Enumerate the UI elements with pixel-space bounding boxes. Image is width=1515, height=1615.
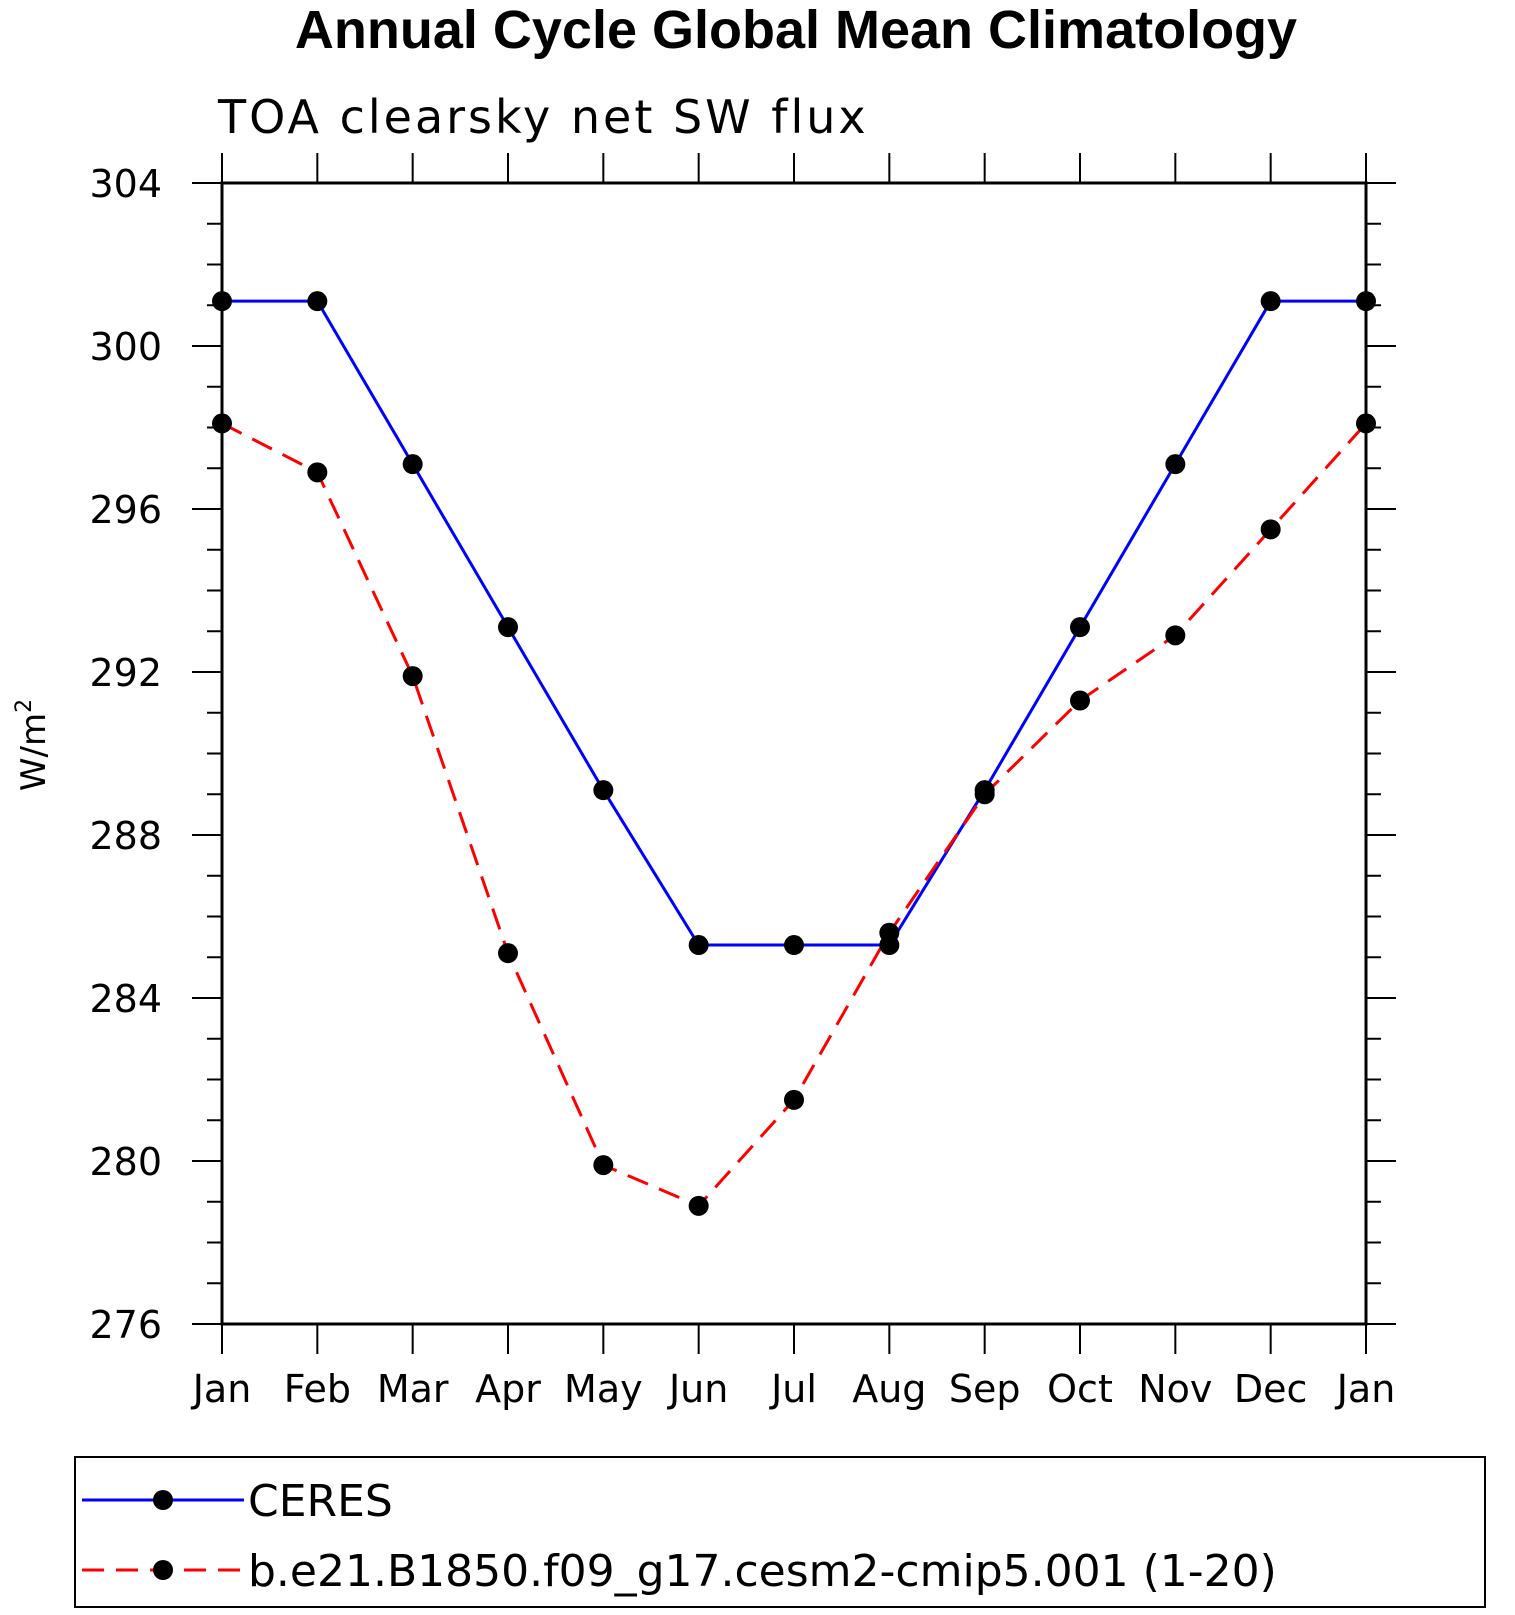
data-point-series-0 — [593, 780, 614, 801]
x-tick-label: Jan — [1335, 1367, 1396, 1411]
legend: CERES b.e21.B1850.f09_g17.cesm2-cmip5.001… — [82, 1476, 1277, 1597]
data-point-series-1 — [593, 1155, 614, 1176]
y-tick-label: 300 — [89, 325, 162, 369]
data-point-series-0 — [498, 617, 518, 638]
y-tick-label: 296 — [89, 488, 162, 532]
x-tick-label: Mar — [377, 1367, 449, 1411]
data-point-series-0 — [1260, 291, 1281, 312]
series-line-1 — [221, 422, 1368, 1208]
legend-box — [74, 1456, 1486, 1608]
data-point-series-1 — [1260, 519, 1281, 540]
x-tick-label: Nov — [1138, 1367, 1212, 1411]
data-point-series-0 — [784, 935, 804, 956]
legend-label-1: b.e21.B1850.f09_g17.cesm2-cmip5.001 (1-2… — [248, 1546, 1277, 1597]
data-point-series-1 — [307, 462, 328, 483]
data-point-series-1 — [1165, 625, 1186, 646]
data-point-series-0 — [1070, 617, 1090, 638]
x-tick-label: Oct — [1047, 1367, 1113, 1411]
data-point-series-1 — [879, 922, 900, 943]
data-point-series-0 — [1165, 454, 1186, 475]
data-point-series-1 — [498, 943, 518, 964]
x-tick-label: Jun — [667, 1367, 728, 1411]
x-tick-label: Sep — [949, 1367, 1021, 1411]
x-tick-label: Apr — [475, 1367, 541, 1411]
y-tick-label: 276 — [89, 1303, 162, 1347]
data-point-series-1 — [212, 413, 232, 434]
y-tick-label: 292 — [89, 651, 162, 695]
data-point-series-0 — [402, 454, 423, 475]
chart-subtitle: TOA clearsky net SW flux — [217, 90, 869, 144]
data-point-series-0 — [688, 935, 709, 956]
y-tick-label: 280 — [89, 1140, 162, 1184]
legend-marker-1 — [153, 1560, 173, 1580]
data-point-series-1 — [974, 784, 995, 805]
data-point-series-0 — [1356, 291, 1376, 312]
plot-frame — [220, 181, 1368, 1326]
x-tick-label: Dec — [1234, 1367, 1308, 1411]
y-axis-label-superscript: 2 — [12, 699, 37, 713]
y-axis-label: W/m2 — [12, 699, 54, 791]
series-line-0 — [222, 299, 1366, 947]
data-point-series-1 — [402, 666, 423, 687]
y-tick-label: 288 — [89, 814, 162, 858]
axes: 276 280 284 288 292 296 300 304 Jan Feb Mar Apr May J… — [89, 153, 1396, 1411]
data-point-series-1 — [1070, 690, 1090, 711]
y-tick-label: 284 — [89, 977, 162, 1021]
data-point-series-1 — [688, 1195, 709, 1216]
y-axis-label-base: W/m — [14, 713, 54, 791]
legend-marker-0 — [153, 1490, 173, 1510]
data-point-series-0 — [212, 291, 232, 312]
x-tick-label: Aug — [852, 1367, 926, 1411]
x-tick-label: Jan — [191, 1367, 252, 1411]
series-layer — [212, 291, 1376, 1216]
y-tick-label: 304 — [89, 162, 162, 206]
data-point-series-0 — [307, 291, 328, 312]
legend-label-0: CERES — [248, 1476, 393, 1527]
chart-title: Annual Cycle Global Mean Climatology — [295, 0, 1297, 60]
x-tick-label: May — [564, 1367, 643, 1411]
x-tick-label: Jul — [769, 1367, 817, 1411]
data-point-series-1 — [1356, 413, 1376, 434]
data-point-series-1 — [784, 1089, 804, 1110]
x-tick-label: Feb — [284, 1367, 351, 1411]
